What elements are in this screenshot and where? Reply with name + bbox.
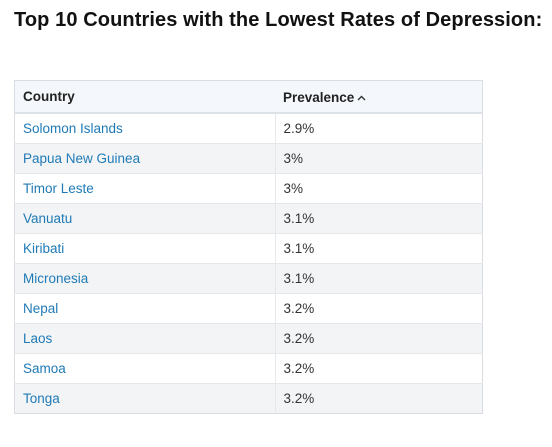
- table-row: Papua New Guinea 3%: [15, 144, 483, 174]
- country-cell: Kiribati: [15, 234, 276, 264]
- country-cell: Laos: [15, 324, 276, 354]
- table-row: Laos 3.2%: [15, 324, 483, 354]
- table-header-row: Country Prevalence: [15, 81, 483, 114]
- table-row: Micronesia 3.1%: [15, 264, 483, 294]
- prevalence-cell: 3.2%: [275, 294, 483, 324]
- table-body: Solomon Islands 2.9% Papua New Guinea 3% Tim…: [15, 113, 483, 414]
- country-cell: Papua New Guinea: [15, 144, 276, 174]
- table-row: Samoa 3.2%: [15, 354, 483, 384]
- country-header-label: Country: [23, 89, 75, 104]
- country-cell: Vanuatu: [15, 204, 276, 234]
- prevalence-cell: 3.1%: [275, 204, 483, 234]
- country-link[interactable]: Micronesia: [23, 271, 88, 286]
- country-cell: Solomon Islands: [15, 113, 276, 144]
- country-link[interactable]: Timor Leste: [23, 181, 94, 196]
- prevalence-cell: 3.2%: [275, 384, 483, 414]
- depression-rates-table: Country Prevalence Solomon Islands 2.9% Pa…: [14, 80, 483, 414]
- country-link[interactable]: Nepal: [23, 301, 58, 316]
- country-cell: Tonga: [15, 384, 276, 414]
- country-cell: Samoa: [15, 354, 276, 384]
- prevalence-header-label: Prevalence: [283, 90, 354, 105]
- prevalence-cell: 3.2%: [275, 354, 483, 384]
- table-row: Nepal 3.2%: [15, 294, 483, 324]
- country-link[interactable]: Solomon Islands: [23, 121, 123, 136]
- country-link[interactable]: Papua New Guinea: [23, 151, 140, 166]
- table-row: Solomon Islands 2.9%: [15, 113, 483, 144]
- table-row: Kiribati 3.1%: [15, 234, 483, 264]
- country-cell: Nepal: [15, 294, 276, 324]
- prevalence-cell: 3%: [275, 144, 483, 174]
- table-row: Tonga 3.2%: [15, 384, 483, 414]
- country-link[interactable]: Tonga: [23, 391, 60, 406]
- country-link[interactable]: Laos: [23, 331, 52, 346]
- country-column-header[interactable]: Country: [15, 81, 276, 114]
- prevalence-cell: 2.9%: [275, 113, 483, 144]
- country-cell: Micronesia: [15, 264, 276, 294]
- country-link[interactable]: Kiribati: [23, 241, 64, 256]
- prevalence-cell: 3%: [275, 174, 483, 204]
- prevalence-cell: 3.1%: [275, 264, 483, 294]
- country-link[interactable]: Vanuatu: [23, 211, 72, 226]
- prevalence-cell: 3.2%: [275, 324, 483, 354]
- prevalence-column-header[interactable]: Prevalence: [275, 81, 483, 114]
- prevalence-cell: 3.1%: [275, 234, 483, 264]
- country-cell: Timor Leste: [15, 174, 276, 204]
- page-title: Top 10 Countries with the Lowest Rates o…: [14, 9, 542, 32]
- table-row: Timor Leste 3%: [15, 174, 483, 204]
- chevron-up-icon[interactable]: [357, 89, 366, 104]
- table-row: Vanuatu 3.1%: [15, 204, 483, 234]
- country-link[interactable]: Samoa: [23, 361, 66, 376]
